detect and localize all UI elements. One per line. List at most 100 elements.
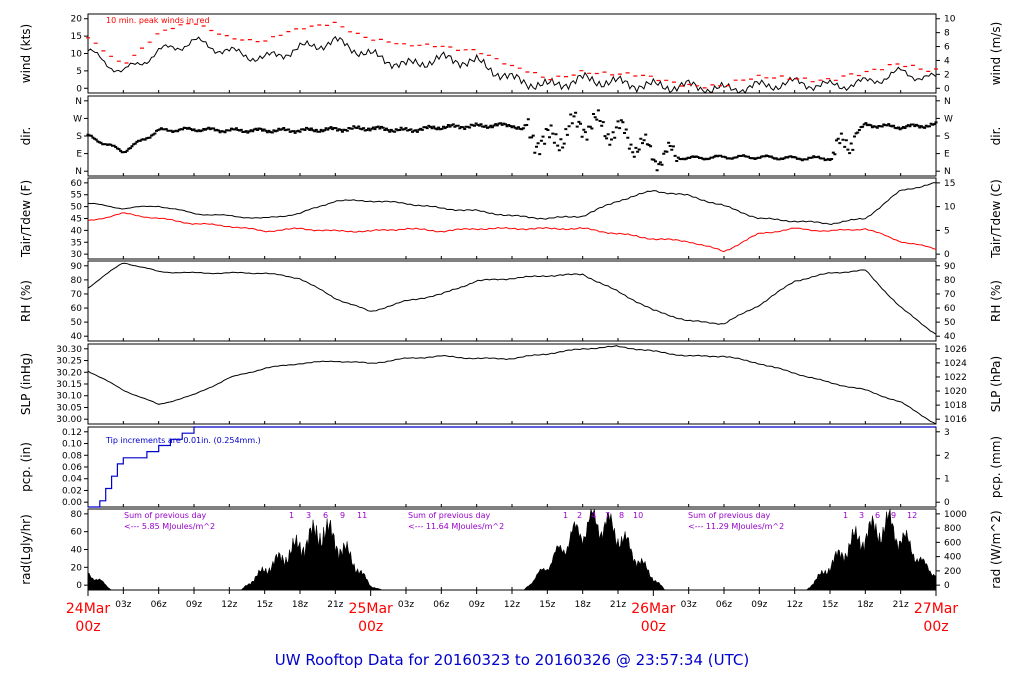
precipitation-ytick-label: 0.04 (62, 475, 82, 485)
wind-annotation: 10 min. peak winds in red (106, 16, 210, 25)
wind-ytick-label-right: 10 (944, 15, 956, 25)
radiation-ylabel-right: rad (W/m^2) (989, 510, 1003, 588)
radiation-ytick-label: 40 (71, 546, 83, 556)
panel-temperature: Tair/Tdew (F) Tair/Tdew (C)30354045505560… (19, 177, 1003, 260)
radiation-daily-sum-title: Sum of previous day (124, 511, 206, 520)
time-axis-hour-label: 21z (893, 600, 909, 610)
precipitation-ytick-label: 0.10 (62, 440, 82, 450)
wind-ytick-label-right: 2 (944, 70, 950, 80)
pressure-ytick-label: 30.25 (56, 357, 82, 367)
time-axis-hour-label: 03z (115, 600, 131, 610)
humidity-ytick-label: 70 (71, 290, 83, 300)
precipitation-ytick-label: 0.12 (62, 428, 82, 438)
temperature-ytick-label: 35 (71, 238, 82, 248)
radiation-ytick-label-right: 400 (944, 553, 961, 563)
time-axis-hour-label: 06z (716, 600, 732, 610)
panel-radiation: rad(Lgly/hr) rad (W/m^2)02040608002004006… (19, 508, 1003, 591)
time-axis-hour-label: 21z (327, 600, 343, 610)
radiation-daily-sum-title: Sum of previous day (408, 511, 490, 520)
radiation-hour-mark: 12 (907, 511, 917, 520)
precipitation-ytick-label: 0.02 (62, 486, 82, 496)
temperature-ytick-label: 45 (71, 215, 82, 225)
direction-ytick-label: W (73, 114, 82, 124)
time-axis-time-label: 00z (641, 619, 666, 635)
radiation-daily-sum-title: Sum of previous day (688, 511, 770, 520)
pressure-ylabel: SLP (inHg) (19, 353, 33, 415)
radiation-hour-mark: 9 (891, 511, 896, 520)
temperature-ytick-label-right: 10 (944, 203, 956, 213)
direction-ylabel: dir. (19, 127, 33, 146)
time-axis-hour-label: 03z (398, 600, 414, 610)
time-axis-hour-label: 21z (610, 600, 626, 610)
radiation-ytick-label: 60 (71, 528, 83, 538)
time-axis-hour-label: 09z (469, 600, 485, 610)
temperature-ytick-label-right: 5 (944, 226, 950, 236)
wind-ylabel-right: wind (m/s) (989, 22, 1003, 86)
direction-ytick-label-right: W (944, 114, 953, 124)
pressure-ytick-label-right: 1022 (944, 373, 967, 383)
footer-title: UW Rooftop Data for 20160323 to 20160326… (275, 651, 749, 669)
radiation-ytick-label: 80 (71, 510, 83, 520)
pressure-ytick-label-right: 1016 (944, 415, 967, 425)
radiation-hour-mark: 1 (843, 511, 848, 520)
wind-ytick-label-right: 6 (944, 43, 950, 53)
radiation-hour-mark: 1 (563, 511, 568, 520)
time-axis-hour-label: 06z (151, 600, 167, 610)
radiation-hour-mark: 6 (323, 511, 328, 520)
radiation-ytick-label-right: 0 (944, 581, 950, 591)
precipitation-ytick-label: 0.08 (62, 451, 82, 461)
precipitation-ytick-label-right: 1 (944, 475, 950, 485)
temperature-ytick-label-right: 15 (944, 179, 955, 189)
pressure-frame (87, 343, 937, 425)
humidity-ytick-label-right: 90 (944, 262, 956, 272)
time-axis-date-label: 26Mar (631, 601, 675, 617)
time-axis-hour-label: 09z (186, 600, 202, 610)
direction-ytick-label: N (75, 167, 82, 177)
direction-ytick-label: S (76, 132, 82, 142)
radiation-ytick-label-right: 1000 (944, 510, 967, 520)
precipitation-annotation: Tip increments are 0.01in. (0.254mm.) (105, 436, 261, 445)
radiation-hour-mark: 3 (306, 511, 311, 520)
radiation-ytick-label-right: 200 (944, 567, 961, 577)
precipitation-ytick-label-right: 2 (944, 451, 950, 461)
pressure-ytick-label: 30.05 (56, 403, 82, 413)
panel-humidity: RH (%) RH (%) 40 50 60 70 80 90 40 50 60 70 80 90 (19, 260, 1003, 342)
temperature-ytick-label: 40 (71, 226, 83, 236)
pressure-ytick-label: 30.15 (56, 380, 82, 390)
humidity-ylabel: RH (%) (19, 280, 33, 322)
radiation-hour-mark: 1 (289, 511, 294, 520)
direction-frame (87, 95, 937, 177)
direction-ytick-label: E (76, 150, 82, 160)
wind-direction-points (86, 109, 938, 172)
precipitation-ylabel: pcp. (in) (19, 442, 33, 492)
time-axis-date-label: 24Mar (66, 601, 110, 617)
time-axis-hour-label: 18z (857, 600, 873, 610)
wind-ytick-label: 10 (71, 50, 83, 60)
pressure-ytick-label-right: 1020 (944, 387, 967, 397)
air-temperature-line (87, 182, 936, 226)
humidity-ylabel-right: RH (%) (989, 280, 1003, 322)
wind-ytick-label-right: 0 (944, 84, 950, 94)
radiation-daily-sum-value: <--- 11.29 MJoules/m^2 (688, 522, 784, 531)
direction-ytick-label: N (75, 97, 82, 107)
humidity-line (87, 262, 937, 335)
humidity-ytick-label: 50 (71, 318, 83, 328)
direction-ytick-label-right: E (944, 150, 950, 160)
radiation-daily-sum-value: <--- 5.85 MJoules/m^2 (124, 522, 215, 531)
temperature-ytick-label: 30 (71, 250, 83, 260)
radiation-hour-mark: 9 (340, 511, 345, 520)
temperature-ytick-label: 50 (71, 203, 83, 213)
humidity-ytick-label-right: 70 (944, 290, 956, 300)
pressure-ytick-label-right: 1024 (944, 359, 967, 369)
time-axis-hour-label: 12z (221, 600, 237, 610)
wind-ytick-label: 20 (71, 15, 83, 25)
humidity-ytick-label-right: 40 (944, 332, 956, 342)
radiation-hour-mark: 11 (357, 511, 367, 520)
pressure-ytick-label: 30.00 (56, 415, 82, 425)
radiation-ytick-label-right: 600 (944, 538, 961, 548)
time-axis-time-label: 00z (358, 619, 383, 635)
humidity-ytick-label-right: 80 (944, 276, 956, 286)
time-axis-hour-label: 06z (433, 600, 449, 610)
radiation-hour-mark: 8 (619, 511, 624, 520)
